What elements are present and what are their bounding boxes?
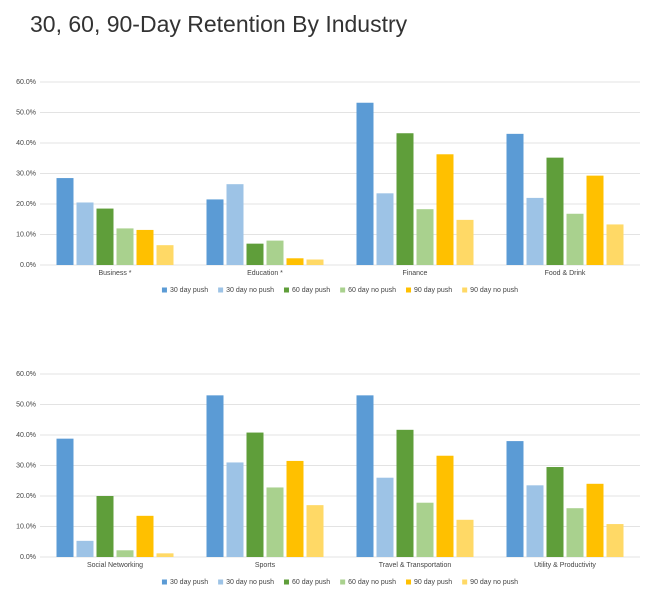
bar <box>606 524 624 557</box>
bar <box>206 395 224 557</box>
x-tick-label: Social Networking <box>87 562 143 569</box>
x-tick-label: Travel & Transportation <box>379 562 452 569</box>
bar <box>286 460 304 557</box>
legend-label: 30 day no push <box>226 579 274 586</box>
bar <box>436 455 454 557</box>
bar <box>286 258 304 265</box>
x-tick-label: Sports <box>255 562 276 569</box>
bar <box>96 496 114 557</box>
legend-label: 60 day no push <box>348 579 396 586</box>
bar <box>266 240 284 265</box>
legend-swatch <box>161 579 167 585</box>
bar <box>156 553 174 557</box>
bar <box>606 224 624 265</box>
y-tick-label: 20.0% <box>16 201 36 208</box>
bar <box>156 245 174 265</box>
legend-label: 30 day push <box>170 579 208 586</box>
legend-label: 30 day no push <box>226 287 274 294</box>
legend-label: 90 day push <box>414 579 452 586</box>
bar <box>456 519 474 557</box>
x-tick-label: Food & Drink <box>545 270 586 277</box>
bar <box>96 208 114 265</box>
legend-label: 60 day push <box>292 579 330 586</box>
bar <box>566 508 584 557</box>
bar <box>246 243 264 265</box>
bar <box>56 178 74 265</box>
bar <box>226 462 244 557</box>
x-tick-label: Education * <box>247 270 283 277</box>
chart-title: 30, 60, 90-Day Retention By Industry <box>30 11 408 37</box>
legend-swatch <box>161 287 167 293</box>
bar <box>566 213 584 265</box>
legend-label: 90 day push <box>414 287 452 294</box>
y-tick-label: 40.0% <box>16 432 36 439</box>
bar <box>306 259 324 265</box>
y-tick-label: 10.0% <box>16 231 36 238</box>
bar <box>136 515 154 557</box>
bar <box>116 550 134 557</box>
bar <box>546 157 564 265</box>
x-tick-label: Utility & Productivity <box>534 562 596 569</box>
bar <box>416 209 434 265</box>
bar <box>226 184 244 265</box>
y-tick-label: 30.0% <box>16 170 36 177</box>
bar <box>526 485 544 557</box>
bar <box>436 154 454 265</box>
legend-label: 60 day push <box>292 287 330 294</box>
y-tick-label: 40.0% <box>16 140 36 147</box>
legend-swatch <box>406 579 412 585</box>
bar <box>506 441 524 557</box>
legend-swatch <box>340 579 346 585</box>
legend-swatch <box>406 287 412 293</box>
legend-label: 60 day no push <box>348 287 396 294</box>
bar <box>416 502 434 557</box>
bar <box>356 395 374 557</box>
bar <box>306 505 324 557</box>
bar <box>246 432 264 557</box>
y-tick-label: 60.0% <box>16 371 36 378</box>
bar <box>376 477 394 557</box>
legend-label: 90 day no push <box>470 287 518 294</box>
y-tick-label: 50.0% <box>16 401 36 408</box>
legend-swatch <box>340 287 346 293</box>
legend-swatch <box>462 579 468 585</box>
bar <box>206 199 224 265</box>
bar <box>546 467 564 557</box>
bar <box>586 175 604 265</box>
bar <box>526 197 544 265</box>
bar <box>136 229 154 265</box>
y-tick-label: 0.0% <box>20 262 36 269</box>
bar <box>456 219 474 265</box>
bar <box>396 133 414 265</box>
legend-swatch <box>283 287 289 293</box>
bar <box>56 438 74 557</box>
legend-label: 90 day no push <box>470 579 518 586</box>
y-tick-label: 10.0% <box>16 523 36 530</box>
y-tick-label: 20.0% <box>16 493 36 500</box>
legend-swatch <box>283 579 289 585</box>
bar <box>76 540 94 557</box>
bar <box>506 133 524 265</box>
x-tick-label: Finance <box>403 270 428 277</box>
y-tick-label: 50.0% <box>16 109 36 116</box>
bar <box>76 202 94 265</box>
y-tick-label: 0.0% <box>20 554 36 561</box>
bar <box>376 193 394 265</box>
x-tick-label: Business * <box>98 270 131 277</box>
bar <box>266 487 284 557</box>
legend-swatch <box>462 287 468 293</box>
bar <box>586 483 604 557</box>
legend-swatch <box>218 287 224 293</box>
legend-swatch <box>218 579 224 585</box>
legend-label: 30 day push <box>170 287 208 294</box>
y-tick-label: 30.0% <box>16 462 36 469</box>
bar <box>356 102 374 266</box>
bar <box>116 228 134 265</box>
bar <box>396 429 414 557</box>
y-tick-label: 60.0% <box>16 79 36 86</box>
